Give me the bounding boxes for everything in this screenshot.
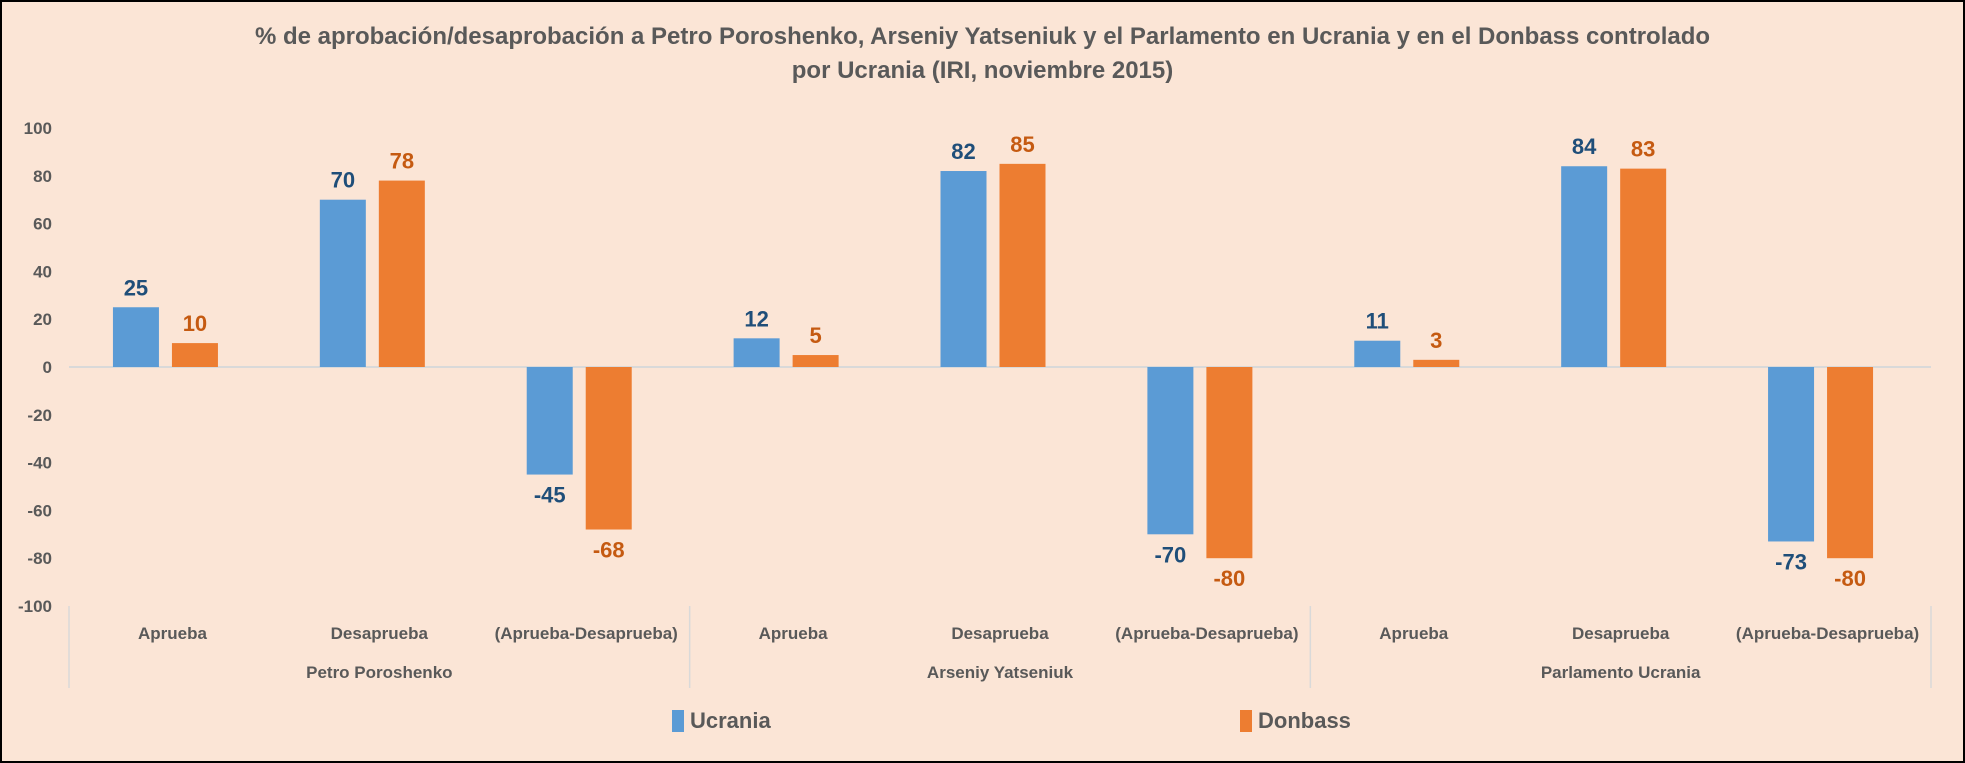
bar-donbass: [585, 367, 632, 530]
data-label-ucrania: -70: [1154, 542, 1186, 567]
bar-ucrania: [940, 171, 987, 367]
bar-ucrania: [319, 199, 366, 367]
y-tick-label: 20: [33, 310, 52, 329]
category-label: Desaprueba: [331, 624, 429, 643]
category-label: Aprueba: [138, 624, 208, 643]
category-label: (Aprueba-Desaprueba): [1736, 624, 1919, 643]
data-label-ucrania: 11: [1366, 309, 1389, 334]
data-label-donbass: -80: [1834, 566, 1866, 591]
data-label-ucrania: 84: [1572, 134, 1597, 159]
bar-ucrania: [1561, 166, 1608, 367]
bar-ucrania: [1354, 340, 1401, 367]
legend-label-ucrania: Ucrania: [690, 708, 771, 733]
group-label: Parlamento Ucrania: [1541, 663, 1701, 682]
data-label-donbass: 10: [183, 311, 207, 336]
data-label-ucrania: 25: [124, 275, 148, 300]
legend-item-donbass: Donbass: [1240, 708, 1351, 734]
chart-title: % de aprobación/desaprobación a Petro Po…: [0, 20, 1965, 88]
bar-donbass: [378, 180, 425, 367]
bar-ucrania: [1147, 367, 1194, 535]
data-label-donbass: -80: [1213, 566, 1245, 591]
chart-title-line-1: % de aprobación/desaprobación a Petro Po…: [254, 23, 1711, 50]
legend-swatch-ucrania: [672, 710, 684, 732]
data-label-ucrania: 70: [331, 168, 355, 193]
category-label: Aprueba: [1379, 624, 1449, 643]
y-tick-label: 80: [33, 167, 52, 186]
bar-ucrania: [526, 367, 573, 475]
data-label-ucrania: -45: [534, 483, 566, 508]
category-label: Desaprueba: [1572, 624, 1670, 643]
y-tick-label: 40: [33, 262, 52, 281]
bar-donbass: [792, 355, 839, 367]
group-label: Arseniy Yatseniuk: [927, 663, 1074, 682]
bar-donbass: [999, 163, 1046, 367]
y-tick-label: -20: [27, 406, 52, 425]
data-label-donbass: -68: [593, 538, 625, 563]
data-label-donbass: 5: [809, 323, 821, 348]
bar-donbass: [1413, 359, 1460, 367]
bar-ucrania: [733, 338, 780, 367]
y-tick-label: -100: [18, 597, 52, 616]
legend: Ucrania Donbass: [0, 708, 1965, 738]
y-tick-label: 60: [33, 215, 52, 234]
bar-donbass: [171, 343, 218, 367]
bar-donbass: [1620, 168, 1667, 367]
category-label: (Aprueba-Desaprueba): [495, 624, 678, 643]
bar-ucrania: [112, 307, 159, 367]
data-label-donbass: 3: [1430, 328, 1442, 353]
legend-item-ucrania: Ucrania: [672, 708, 771, 734]
chart-title-line-2: por Ucrania (IRI, noviembre 2015): [791, 57, 1174, 84]
y-tick-label: -80: [27, 549, 52, 568]
data-label-ucrania: 12: [744, 306, 768, 331]
category-label: Desaprueba: [951, 624, 1049, 643]
data-label-donbass: 78: [390, 149, 414, 174]
category-label: Aprueba: [759, 624, 829, 643]
y-tick-label: 0: [43, 358, 52, 377]
legend-swatch-donbass: [1240, 710, 1252, 732]
y-tick-label: -60: [27, 501, 52, 520]
y-tick-label: -40: [27, 454, 52, 473]
bar-ucrania: [1768, 367, 1815, 542]
bar-donbass: [1206, 367, 1253, 559]
data-label-donbass: 85: [1010, 132, 1034, 157]
category-label: (Aprueba-Desaprueba): [1115, 624, 1298, 643]
data-label-ucrania: 82: [951, 139, 975, 164]
data-label-donbass: 83: [1631, 137, 1655, 162]
legend-label-donbass: Donbass: [1258, 708, 1351, 733]
data-label-ucrania: -73: [1775, 549, 1807, 574]
bar-donbass: [1827, 367, 1874, 559]
group-label: Petro Poroshenko: [306, 663, 452, 682]
y-tick-label: 100: [24, 119, 52, 138]
